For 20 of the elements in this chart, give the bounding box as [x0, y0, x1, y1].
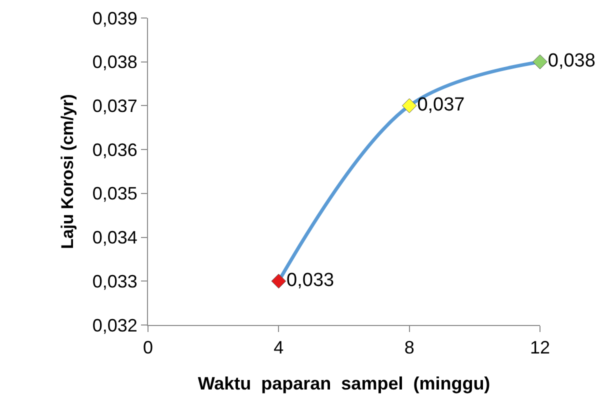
y-tick-label: 0,039: [92, 8, 138, 28]
data-label: 0,033: [286, 270, 334, 291]
y-axis-title: Laju Korosi (cm/yr): [58, 94, 77, 249]
y-tick-label: 0,035: [92, 184, 138, 204]
point: [402, 98, 417, 114]
x-tick-label: 8: [404, 338, 414, 358]
data-label: 0,037: [417, 94, 465, 116]
x-tick-label: 0: [142, 338, 154, 358]
y-tick-label: 0,034: [92, 228, 138, 248]
data-label: 0,038: [548, 50, 596, 72]
point: [532, 54, 548, 70]
y-tick-label: 0,033: [92, 271, 138, 292]
x-axis-title: Waktu paparan sampel (minggu): [198, 374, 490, 394]
y-tick-label: 0,038: [92, 52, 138, 72]
y-tick-label: 0,032: [92, 315, 138, 336]
y-tick-label: 0,037: [92, 96, 138, 116]
x-tick-label: 12: [530, 338, 550, 358]
point: [271, 274, 286, 289]
x-tick-label: 4: [274, 338, 284, 358]
y-tick-label: 0,036: [92, 140, 138, 160]
